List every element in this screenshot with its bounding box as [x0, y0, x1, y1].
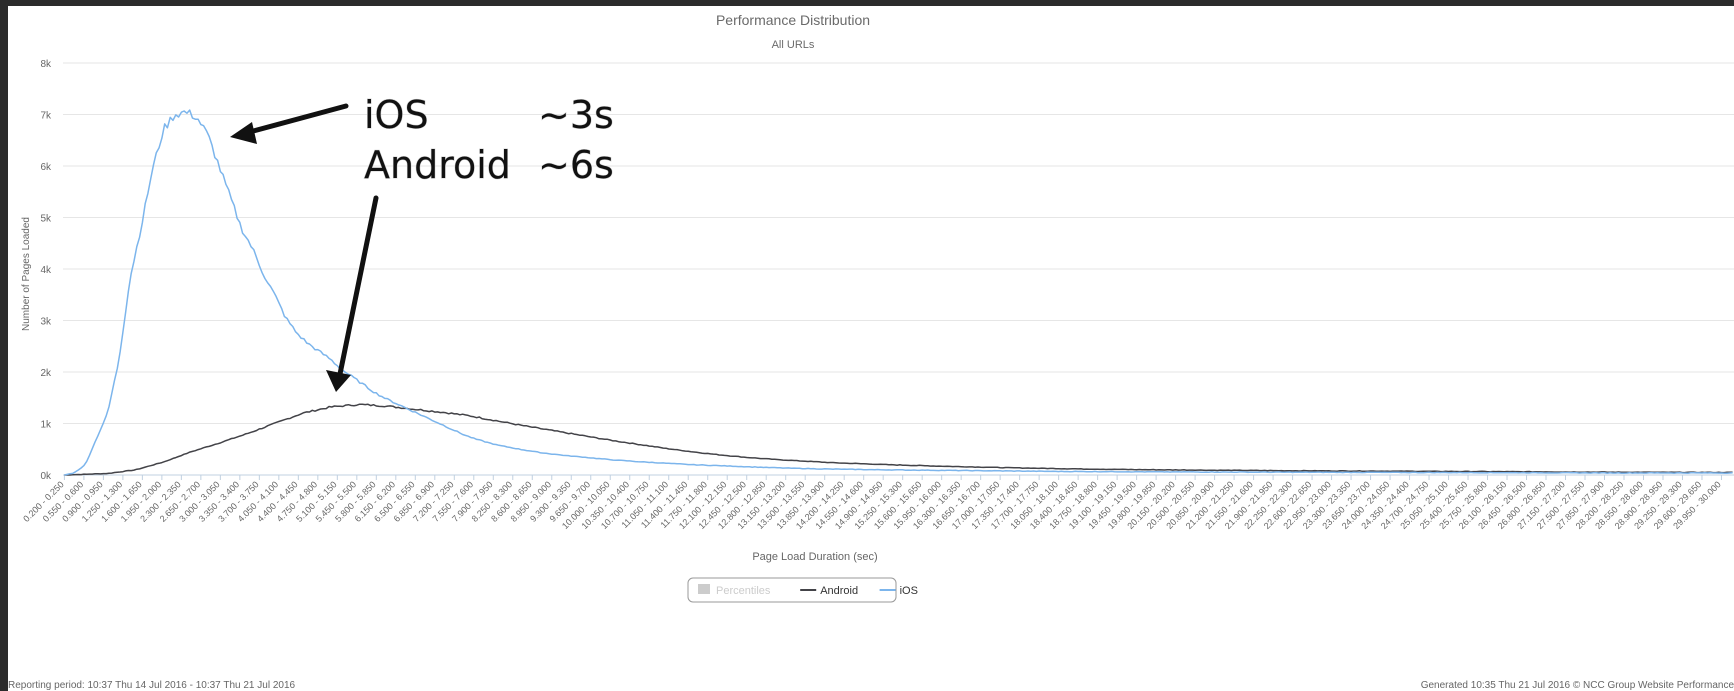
x-axis-label: Page Load Duration (sec): [752, 551, 877, 563]
y-axis-label: Number of Pages Loaded: [21, 217, 32, 331]
series-line-ios: [64, 109, 1733, 476]
y-tick-label: 8k: [40, 59, 52, 70]
y-axis-ticks: 0k 1k 2k 3k 4k 5k 6k 7k 8k: [40, 59, 52, 482]
reporting-period: Reporting period: 10:37 Thu 14 Jul 2016 …: [8, 680, 296, 691]
performance-chart: Performance Distribution All URLs 0k 1k 2k…: [21, 12, 1734, 603]
annotation: iOS ~3s Android ~6s: [230, 93, 614, 392]
annotation-android-label: Android: [364, 143, 511, 187]
y-tick-label: 3k: [40, 317, 52, 328]
legend: Percentiles Android iOS: [687, 577, 918, 603]
legend-box: [687, 577, 897, 603]
legend-symbol-percentiles: [698, 584, 710, 594]
y-tick-label: 5k: [40, 214, 52, 225]
y-tick-label: 0k: [40, 471, 52, 482]
legend-item-percentiles: Percentiles: [716, 585, 771, 597]
legend-item-ios: iOS: [900, 585, 918, 597]
chart-title: Performance Distribution: [716, 12, 870, 28]
grid-lines: [63, 62, 1734, 476]
y-tick-label: 1k: [40, 420, 52, 431]
y-tick-label: 4k: [40, 265, 52, 276]
ios-arrow-head: [230, 122, 257, 144]
y-tick-label: 7k: [40, 111, 52, 122]
generated-note: Generated 10:35 Thu 21 Jul 2016 © NCC Gr…: [1420, 680, 1734, 691]
annotation-ios-label: iOS: [364, 93, 429, 137]
series-lines: [64, 109, 1733, 476]
y-tick-label: 6k: [40, 162, 52, 173]
legend-item-android: Android: [820, 585, 858, 597]
ios-arrow-shaft: [243, 103, 349, 136]
android-arrow-head: [326, 370, 351, 392]
chart-subtitle: All URLs: [772, 39, 815, 51]
series-line-android: [64, 403, 1733, 476]
annotation-ios-value: ~3s: [538, 93, 614, 137]
y-tick-label: 2k: [40, 368, 52, 379]
chart-frame: Performance Distribution All URLs 0k 1k 2k…: [8, 6, 1734, 691]
android-arrow-shaft: [337, 195, 379, 377]
annotation-android-value: ~6s: [538, 143, 614, 187]
